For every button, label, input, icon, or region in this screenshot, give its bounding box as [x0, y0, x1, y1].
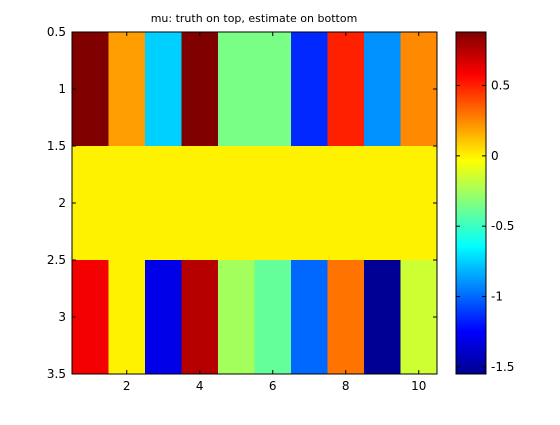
- colorbar-tick-label: -0.5: [491, 219, 514, 233]
- y-tick-label: 2: [58, 196, 66, 210]
- x-tick-label: 8: [342, 379, 350, 393]
- heatmap-cell-r1-c6: [254, 32, 292, 147]
- heatmap-cell-r3-c2: [108, 260, 146, 375]
- heatmap-cell-r1-c1: [72, 32, 109, 147]
- colorbar-tick-label: -1: [491, 290, 503, 304]
- x-tick-label: 4: [196, 379, 204, 393]
- heatmap-cell-r2-c6: [254, 146, 292, 261]
- heatmap-cell-r1-c4: [181, 32, 219, 147]
- chart-title: mu: truth on top, estimate on bottom: [151, 12, 358, 25]
- heatmap-cell-r2-c7: [291, 146, 328, 261]
- heatmap-cell-r3-c8: [327, 260, 365, 375]
- x-tick-label: 6: [269, 379, 277, 393]
- heatmap-cell-r2-c8: [327, 146, 365, 261]
- heatmap-cell-r1-c8: [327, 32, 365, 147]
- heatmap-cell-r2-c3: [145, 146, 182, 261]
- y-tick-label: 3: [58, 310, 66, 324]
- colorbar-tick-label: 0: [491, 149, 499, 163]
- heatmap-cell-r1-c2: [108, 32, 146, 147]
- colorbar: [455, 31, 487, 375]
- heatmap-cell-r1-c5: [218, 32, 255, 147]
- heatmap-cell-r2-c9: [364, 146, 401, 261]
- heatmap-cell-r2-c2: [108, 146, 146, 261]
- colorbar-tick-label: 0.5: [491, 78, 510, 92]
- heatmap-cell-r1-c3: [145, 32, 182, 147]
- y-tick-label: 3.5: [47, 367, 66, 381]
- heatmap-cell-r3-c6: [254, 260, 292, 375]
- heatmap-cell-r3-c9: [364, 260, 401, 375]
- y-tick-label: 1.5: [47, 139, 66, 153]
- y-axis-ticks: 0.5 1 1.5 2 2.5 3 3.5: [47, 25, 437, 381]
- heatmap-cell-r3-c4: [181, 260, 219, 375]
- y-tick-label: 2.5: [47, 253, 66, 267]
- heatmap-cell-r2-c5: [218, 146, 255, 261]
- heatmap-cells: [72, 32, 438, 375]
- heatmap-cell-r3-c1: [72, 260, 109, 375]
- heatmap-cell-r3-c7: [291, 260, 328, 375]
- x-axis-ticks: 2 4 6 8 10: [123, 32, 426, 393]
- heatmap-cell-r3-c5: [218, 260, 255, 375]
- y-tick-label: 0.5: [47, 25, 66, 39]
- heatmap-cell-r3-c3: [145, 260, 182, 375]
- heatmap-cell-r1-c9: [364, 32, 401, 147]
- heatmap-cell-r2-c10: [400, 146, 438, 261]
- colorbar-ticks: 0.5 0 -0.5 -1 -1.5: [456, 78, 514, 374]
- y-tick-label: 1: [58, 82, 66, 96]
- heatmap-cell-r2-c4: [181, 146, 219, 261]
- heatmap-cell-r3-c10: [400, 260, 438, 375]
- colorbar-tick-label: -1.5: [491, 360, 514, 374]
- heatmap-cell-r1-c7: [291, 32, 328, 147]
- heatmap-cell-r2-c1: [72, 146, 109, 261]
- x-tick-label: 2: [123, 379, 131, 393]
- heatmap-cell-r1-c10: [400, 32, 438, 147]
- x-tick-label: 10: [411, 379, 426, 393]
